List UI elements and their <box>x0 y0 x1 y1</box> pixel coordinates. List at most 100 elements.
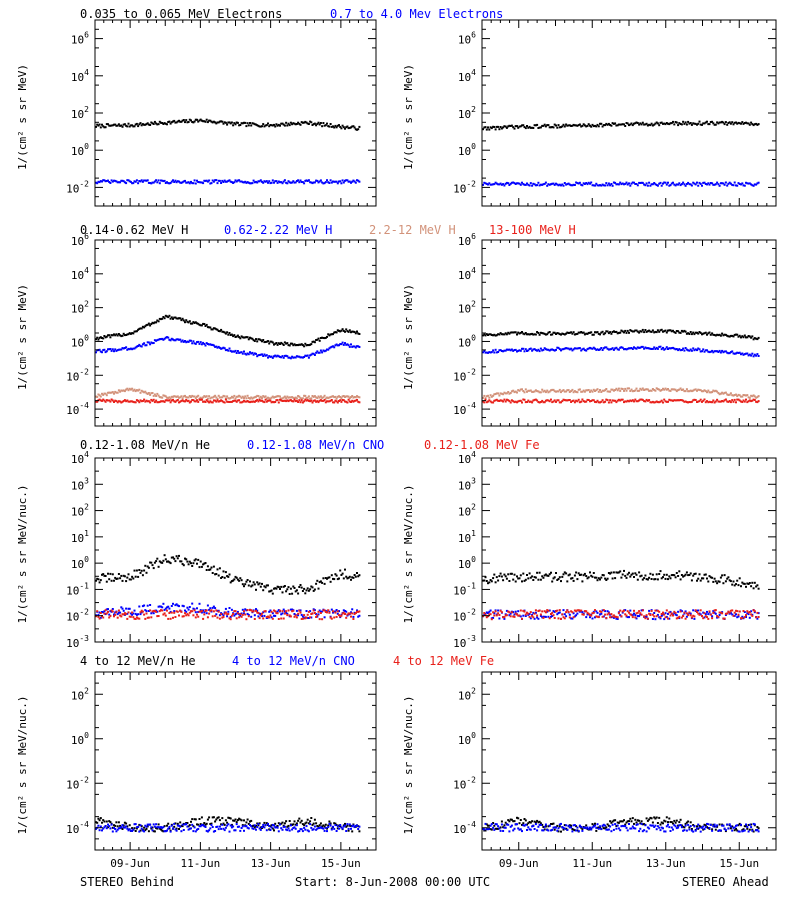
data-point <box>265 586 267 588</box>
data-point <box>207 605 209 607</box>
data-point <box>150 826 152 828</box>
data-point <box>308 123 310 125</box>
data-point <box>117 392 119 394</box>
data-point <box>124 575 126 577</box>
data-point <box>218 828 220 830</box>
data-point <box>141 346 143 348</box>
data-point <box>336 575 338 577</box>
data-point <box>237 350 239 352</box>
data-point <box>284 125 286 127</box>
data-point <box>656 615 658 617</box>
data-point <box>173 823 175 825</box>
data-point <box>612 185 614 187</box>
data-point <box>522 348 524 350</box>
data-point <box>105 609 107 611</box>
data-point <box>235 350 237 352</box>
data-point <box>702 348 704 350</box>
data-point <box>755 616 757 618</box>
data-point <box>120 575 122 577</box>
data-point <box>490 610 492 612</box>
data-point <box>241 819 243 821</box>
data-point <box>274 126 276 128</box>
data-point <box>610 183 612 185</box>
data-point <box>144 565 146 567</box>
data-point <box>126 577 128 579</box>
data-point <box>304 592 306 594</box>
legend-label: 0.12-1.08 MeV/n CNO <box>247 438 384 452</box>
y-axis-title: 1/(cm² s sr MeV) <box>16 64 29 170</box>
data-point <box>284 179 286 181</box>
data-point <box>628 572 630 574</box>
data-point <box>344 613 346 615</box>
y-tick-label: 106 <box>458 31 476 47</box>
data-point <box>302 397 304 399</box>
data-point <box>199 566 201 568</box>
data-point <box>670 615 672 617</box>
data-point <box>726 185 728 187</box>
data-point <box>244 395 246 397</box>
data-point <box>247 122 249 124</box>
data-point <box>254 340 256 342</box>
data-point <box>734 612 736 614</box>
data-point <box>219 180 221 182</box>
data-point <box>155 321 157 323</box>
data-point <box>205 121 207 123</box>
data-point <box>715 609 717 611</box>
data-point <box>501 576 503 578</box>
data-point <box>502 579 504 581</box>
data-point <box>290 615 292 617</box>
data-point <box>568 389 570 391</box>
data-point <box>229 574 231 576</box>
data-point <box>315 822 317 824</box>
data-point <box>141 828 143 830</box>
data-point <box>632 616 634 618</box>
data-point <box>117 617 119 619</box>
data-point <box>96 822 98 824</box>
data-point <box>211 182 213 184</box>
data-point <box>278 586 280 588</box>
data-point <box>657 185 659 187</box>
data-point <box>184 321 186 323</box>
data-point <box>535 577 537 579</box>
data-point <box>522 573 524 575</box>
data-point <box>164 554 166 556</box>
data-point <box>644 329 646 331</box>
data-point <box>283 618 285 620</box>
data-point <box>221 824 223 826</box>
data-point <box>158 320 160 322</box>
data-point <box>688 333 690 335</box>
data-point <box>185 823 187 825</box>
data-point <box>576 578 578 580</box>
data-point <box>642 122 644 124</box>
data-point <box>224 829 226 831</box>
data-point <box>520 574 522 576</box>
data-point <box>315 583 317 585</box>
data-point <box>671 613 673 615</box>
data-series <box>482 387 760 399</box>
data-point <box>213 610 215 612</box>
data-point <box>569 614 571 616</box>
data-point <box>515 581 517 583</box>
data-point <box>218 611 220 613</box>
legend-label: 0.12-1.08 MeV Fe <box>424 438 540 452</box>
data-point <box>224 402 226 404</box>
data-point <box>267 340 269 342</box>
data-point <box>686 571 688 573</box>
y-tick-label: 10-3 <box>453 634 476 650</box>
data-point <box>697 123 699 125</box>
data-point <box>340 127 342 129</box>
data-point <box>578 399 580 401</box>
data-point <box>705 574 707 576</box>
data-point <box>208 816 210 818</box>
data-point <box>565 611 567 613</box>
data-point <box>162 560 164 562</box>
data-point <box>512 579 514 581</box>
data-point <box>256 826 258 828</box>
data-point <box>236 577 238 579</box>
data-point <box>230 618 232 620</box>
data-point <box>356 331 358 333</box>
data-point <box>550 399 552 401</box>
data-point <box>109 182 111 184</box>
data-point <box>215 179 217 181</box>
